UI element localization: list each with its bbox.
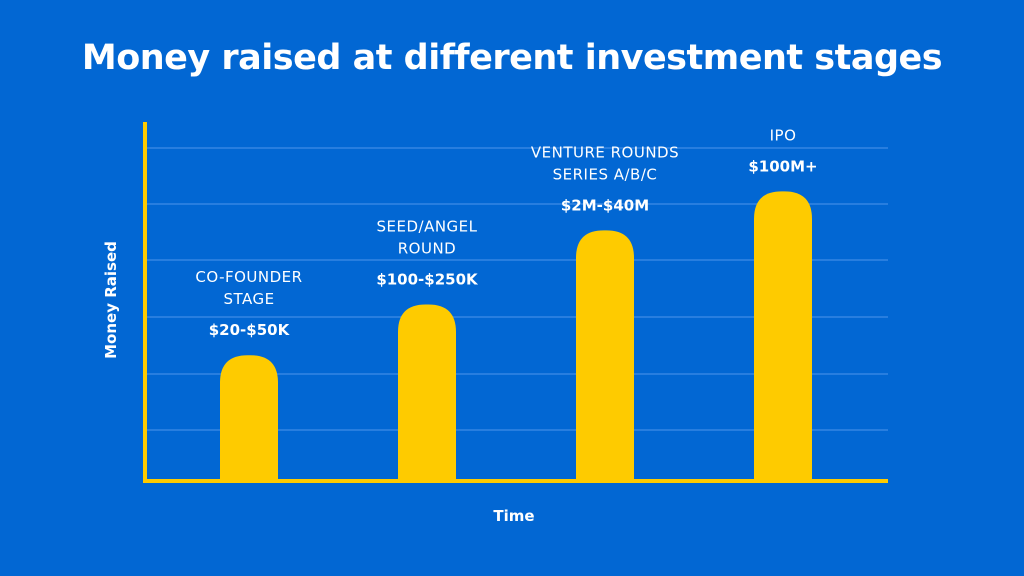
chart-title: Money raised at different investment sta… [81,38,943,78]
category-label: ROUND [398,240,456,258]
bar [576,230,634,481]
bars [220,191,812,481]
bar-labels: $20-$50K CO-FOUNDER STAGE $100-$250K SEED/AN… [195,126,817,339]
bar-value-label: $100-$250K [376,271,479,289]
category-label: SERIES A/B/C [553,165,658,183]
category-label: SEED/ANGEL [376,218,477,236]
bar [754,191,812,481]
category-label: CO-FOUNDER [195,268,302,286]
x-axis-label: Time [493,507,534,525]
y-axis-label: Money Raised [102,241,120,359]
bar-value-label: $100M+ [748,157,817,175]
bar [220,355,278,481]
category-label: VENTURE ROUNDS [531,143,679,161]
bar [398,304,456,481]
bar-value-label: $20-$50K [209,321,291,339]
axes [143,122,888,483]
category-label: STAGE [223,290,274,308]
bar-value-label: $2M-$40M [561,196,649,214]
category-label: IPO [770,126,797,144]
